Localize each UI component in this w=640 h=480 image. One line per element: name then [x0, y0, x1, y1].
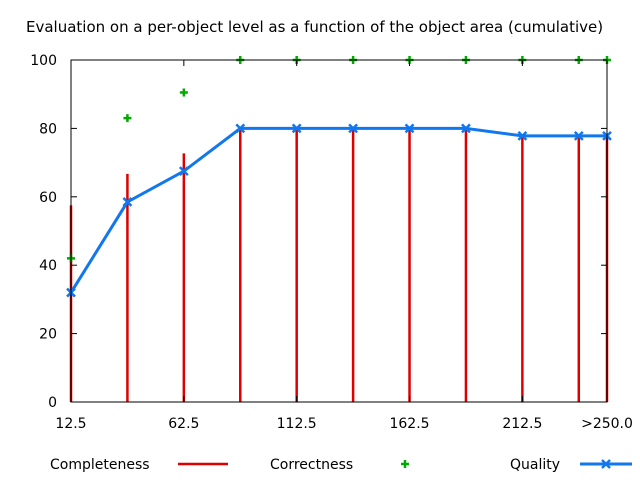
correctness-points [67, 56, 611, 263]
quality-point [404, 123, 415, 134]
quality-point [178, 166, 189, 177]
quality-point [291, 123, 302, 134]
plot-frame [70, 59, 608, 403]
legend-swatch-marker [601, 459, 611, 469]
y-tick-label: 0 [48, 395, 57, 411]
quality-point [461, 123, 471, 134]
x-tick-label: 212.5 [502, 416, 542, 432]
legend-label: Quality [510, 457, 560, 473]
legend-item-quality: Quality [510, 457, 632, 473]
quality-point [517, 131, 528, 141]
quality-point [122, 197, 133, 207]
x-tick-label: 62.5 [168, 416, 199, 432]
correctness-point [123, 114, 132, 123]
x-tick-label: 162.5 [389, 416, 429, 432]
legend-label: Correctness [270, 457, 353, 473]
x-tick-label: 112.5 [277, 416, 317, 432]
quality-point [348, 123, 358, 134]
quality-point [573, 131, 584, 141]
legend-swatch [401, 460, 409, 468]
y-tick-label: 20 [39, 327, 57, 343]
completeness-bars [69, 128, 609, 402]
correctness-point [179, 88, 188, 97]
chart-title: Evaluation on a per-object level as a fu… [26, 18, 603, 36]
y-tick-label: 80 [39, 121, 57, 137]
quality-polyline [69, 126, 607, 294]
legend-item-completeness: Completeness [50, 457, 228, 473]
quality-point [235, 123, 246, 134]
y-tick-label: 60 [39, 190, 57, 206]
x-tick-label: >250.0 [581, 416, 633, 432]
legend-label: Completeness [50, 457, 150, 473]
legend-item-correctness: Correctness [270, 457, 409, 473]
legend: Completeness Correctness Quality [50, 457, 632, 473]
quality-line [66, 123, 612, 298]
y-tick-label: 100 [30, 53, 57, 69]
y-tick-label: 40 [39, 258, 57, 274]
axes: 0 20 40 60 80 100 12.5 62.5 112.5 162.5 212.5 >250.… [30, 53, 633, 432]
x-tick-label: 12.5 [55, 416, 86, 432]
